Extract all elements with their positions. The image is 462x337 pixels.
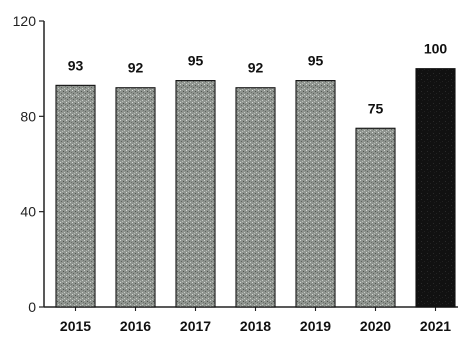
x-tick-label: 2016	[120, 318, 151, 334]
x-tick-label: 2019	[300, 318, 331, 334]
y-tick-label: 40	[20, 204, 36, 220]
bars	[55, 68, 456, 308]
data-label-2015: 93	[68, 57, 84, 73]
x-tick-label: 2015	[60, 318, 91, 334]
data-label-2019: 95	[308, 53, 324, 69]
bar-2020	[355, 127, 396, 308]
y-tick-label: 0	[28, 299, 36, 315]
bar-2015	[55, 84, 96, 308]
data-label-2018: 92	[248, 60, 264, 76]
bar-2017	[175, 80, 216, 308]
bar-2016	[115, 87, 156, 308]
x-axis: 2015 2016 2017 2018 2019 2020 2021	[44, 306, 458, 334]
y-axis: 0 40 80 120	[13, 13, 45, 315]
x-tick-label: 2020	[360, 318, 391, 334]
y-tick-label: 80	[20, 108, 36, 124]
x-tick-label: 2021	[420, 318, 451, 334]
data-labels: 93 92 95 92 95 75 100	[68, 41, 448, 117]
data-label-2021: 100	[424, 41, 448, 57]
data-label-2017: 95	[188, 53, 204, 69]
y-tick-label: 120	[13, 13, 37, 29]
x-tick-label: 2017	[180, 318, 211, 334]
bar-2021	[415, 68, 456, 308]
data-label-2016: 92	[128, 60, 144, 76]
bar-2019	[295, 80, 336, 308]
data-label-2020: 75	[368, 100, 384, 116]
bar-2018	[235, 87, 276, 308]
x-tick-label: 2018	[240, 318, 271, 334]
